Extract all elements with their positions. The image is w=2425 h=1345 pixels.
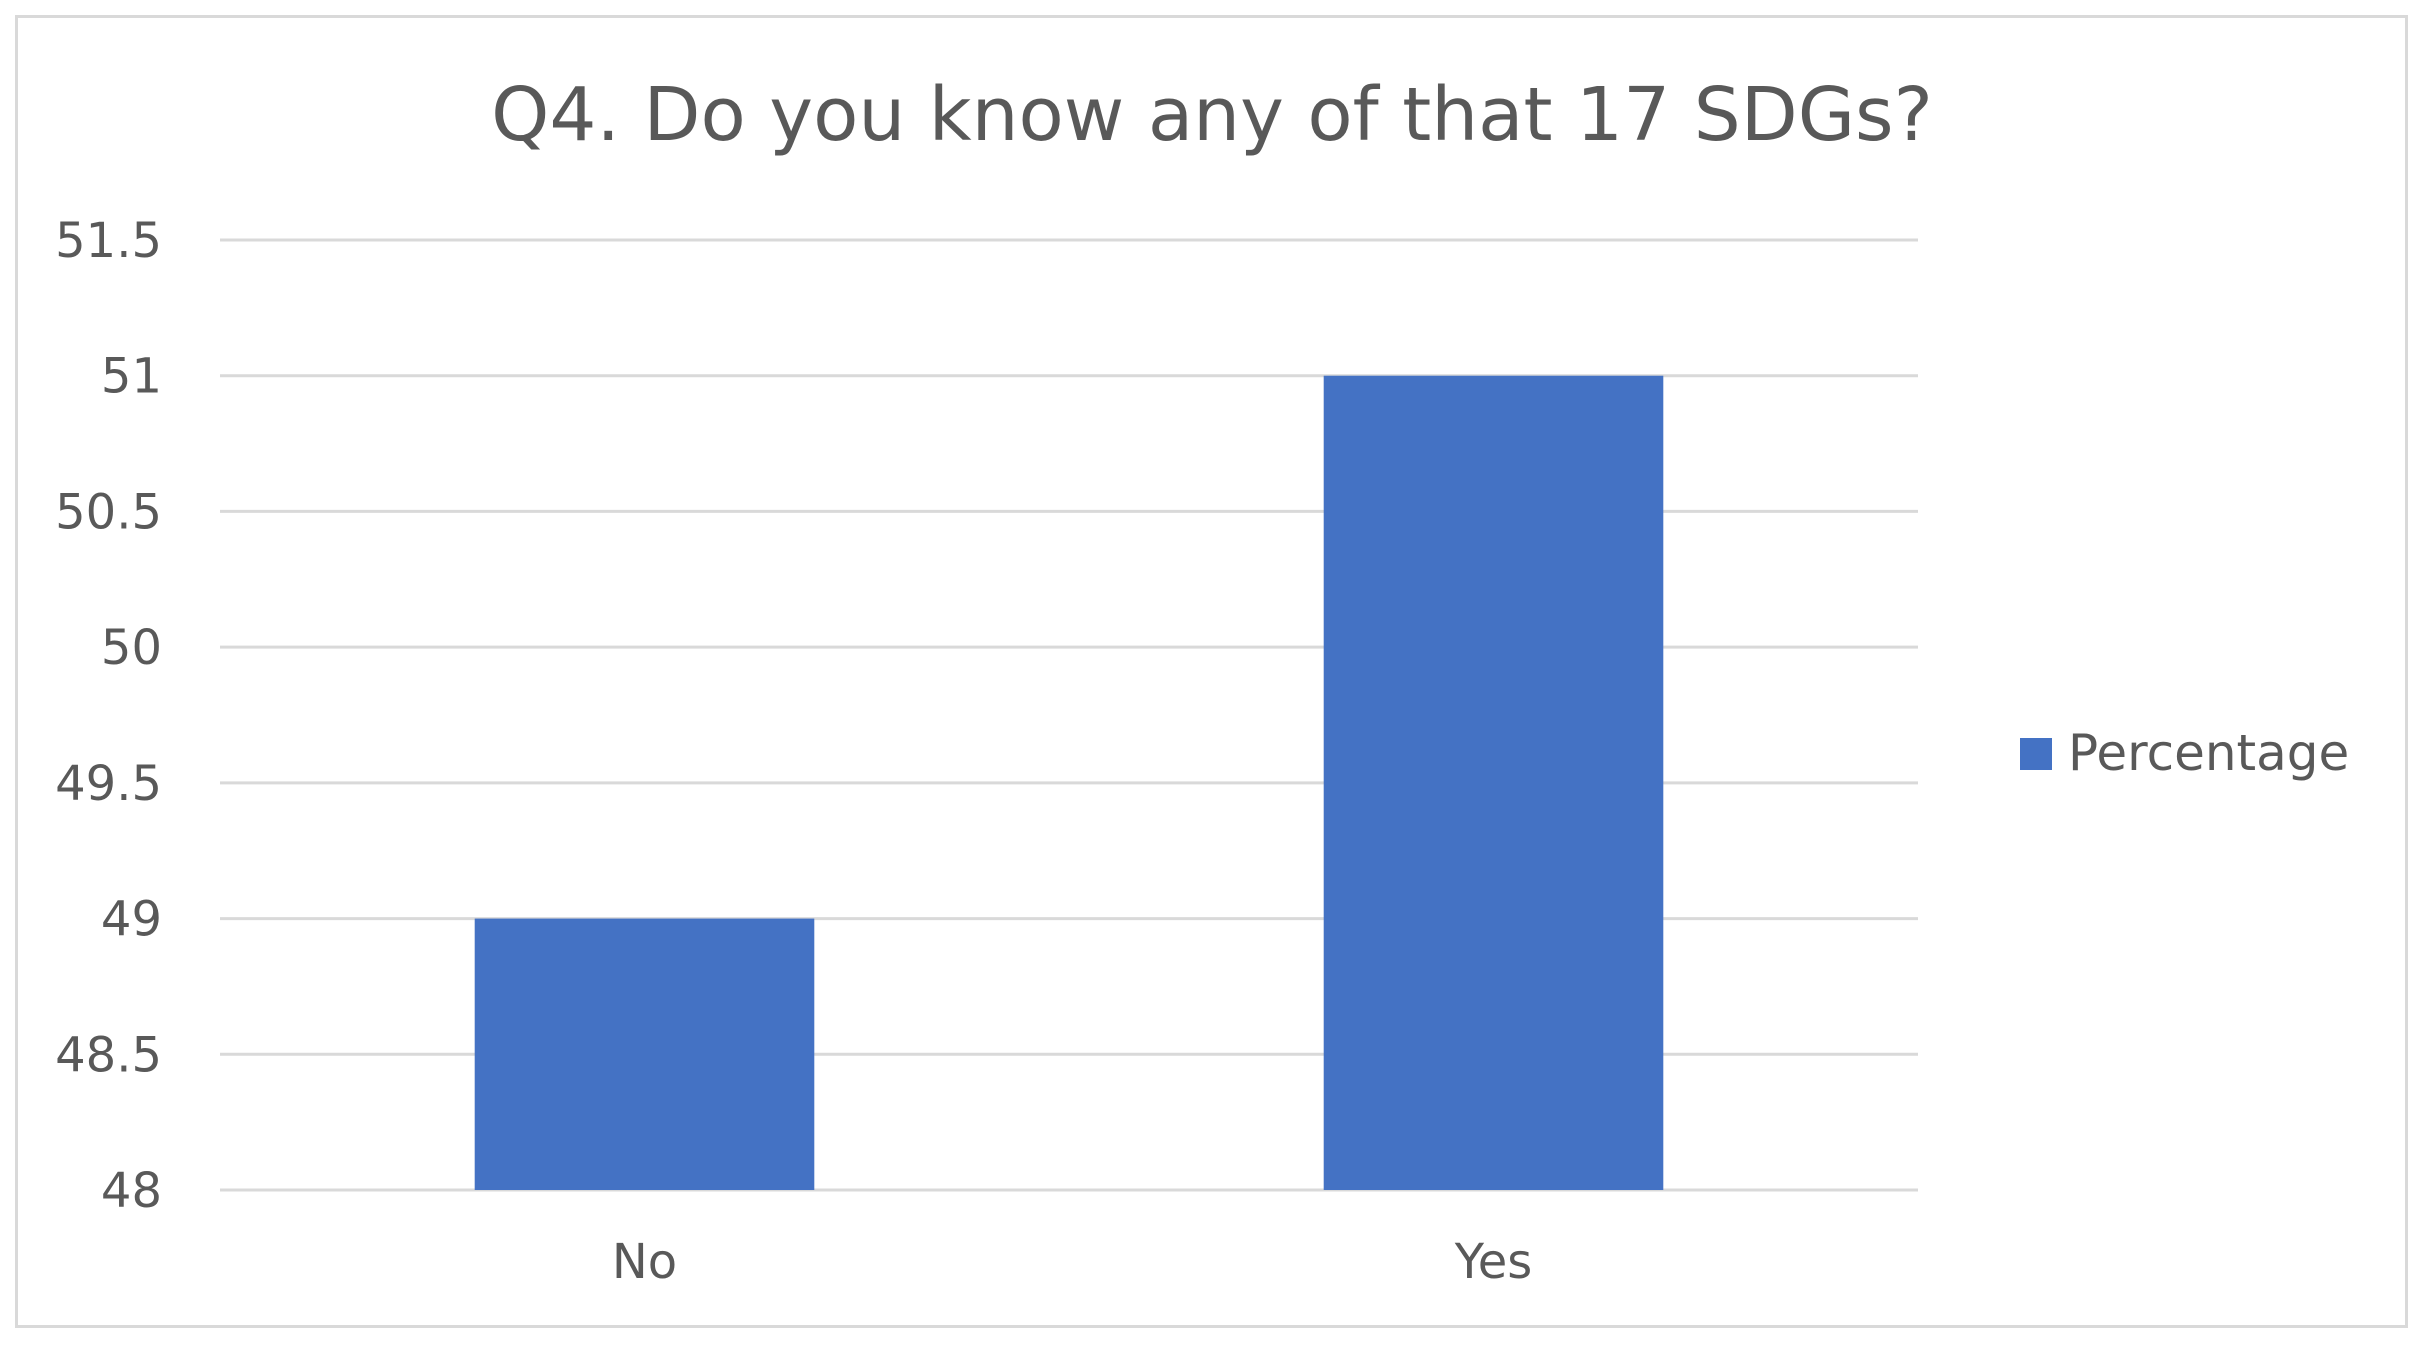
y-tick-label: 48	[101, 1163, 162, 1219]
y-tick-label: 49.5	[55, 756, 162, 812]
bar-yes	[1323, 375, 1664, 1190]
x-tick-label-yes: Yes	[1454, 1234, 1532, 1290]
chart-title: Q4. Do you know any of that 17 SDGs?	[491, 72, 1933, 158]
y-tick-label: 51.5	[55, 213, 162, 269]
y-tick-label: 50.5	[55, 484, 162, 540]
y-tick-label: 48.5	[55, 1027, 162, 1083]
x-axis-tick-labels: No Yes	[612, 1234, 1532, 1290]
y-tick-label: 49	[101, 892, 162, 948]
bar-no	[474, 918, 815, 1190]
chart-frame	[15, 15, 2408, 1328]
legend: Percentage	[2020, 724, 2349, 782]
legend-swatch-percentage	[2020, 738, 2052, 770]
legend-label-percentage: Percentage	[2068, 724, 2349, 782]
bars	[474, 375, 1664, 1190]
y-tick-label: 51	[101, 349, 162, 405]
y-tick-label: 50	[101, 620, 162, 676]
x-tick-label-no: No	[612, 1234, 677, 1290]
y-axis-tick-labels: 48 48.5 49 49.5 50 50.5 51 51.5	[55, 213, 162, 1219]
